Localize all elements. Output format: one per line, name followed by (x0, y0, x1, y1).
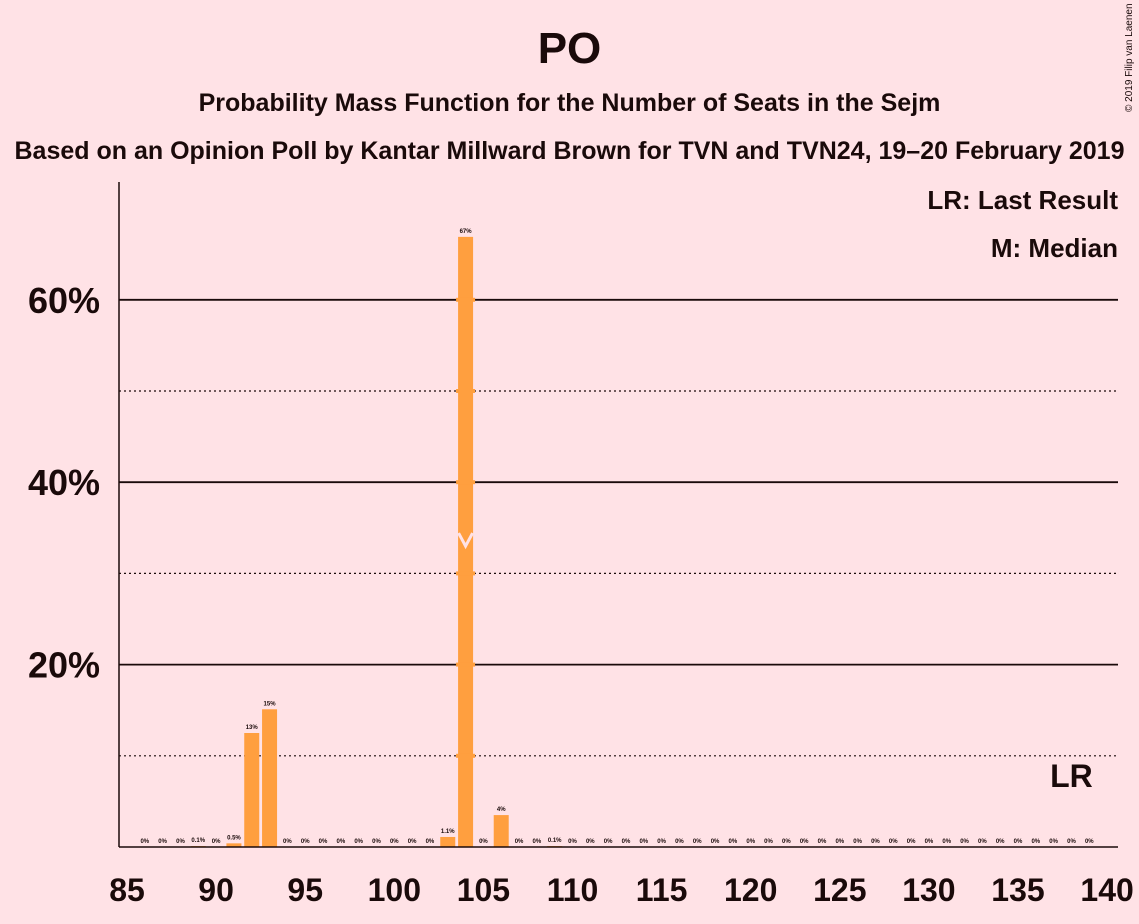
bar-labels: 0% 0% 0% 0.1% 0% 0.5% 13% 15% 0% 0% 0% 0% 0% 0% 0% 0% 0%… (140, 229, 1094, 845)
bar-label: 0% (889, 839, 898, 845)
bar-label: 0% (1067, 839, 1076, 845)
bar-label: 4% (497, 807, 506, 813)
bar-label: 0% (1014, 839, 1023, 845)
bar-label: 0% (354, 839, 363, 845)
x-tick-label: 105 (457, 872, 510, 908)
bar (244, 733, 260, 847)
bar-label: 0% (1049, 839, 1058, 845)
bar-gap-fill (456, 571, 476, 576)
bar-gap-fill (456, 389, 476, 393)
bar-label: 0% (140, 839, 149, 845)
bar-label: 0% (212, 839, 221, 845)
x-tick-label: 90 (198, 872, 234, 908)
bar-label: 0.5% (227, 835, 241, 841)
bar-label: 0% (942, 839, 951, 845)
median-marker (457, 532, 474, 550)
bar-label: 0% (283, 839, 292, 845)
bar-label: 0% (176, 839, 185, 845)
tick-labels: 20% 40% 60% 85 90 95 100 105 110 115 120 125 130 135 1… (28, 280, 1134, 908)
bar-label: 0% (568, 839, 577, 845)
bar (440, 836, 456, 847)
legend: LR: Last Result M: Median (927, 185, 1118, 263)
axes (118, 182, 1118, 848)
x-tick-label: 100 (368, 872, 421, 908)
x-tick-label: 120 (724, 872, 777, 908)
bar (493, 815, 509, 847)
bar-label: 0% (1031, 839, 1040, 845)
bar-label: 0% (515, 839, 524, 845)
bar-label: 0% (978, 839, 987, 845)
bar-label: 0% (390, 839, 399, 845)
bar-label: 0% (800, 839, 809, 845)
bar-label: 13% (246, 725, 259, 731)
bar-label: 0% (925, 839, 934, 845)
bar-label: 0% (372, 839, 381, 845)
bar-label: 0% (853, 839, 862, 845)
bar-label: 0% (158, 839, 167, 845)
bar-label: 0% (782, 839, 791, 845)
bar-label: 0% (871, 839, 880, 845)
x-tick-label: 95 (287, 872, 323, 908)
bar-label: 0% (764, 839, 773, 845)
bar (262, 709, 278, 847)
bar-label: 0% (639, 839, 648, 845)
chart-source: Based on an Opinion Poll by Kantar Millw… (14, 137, 1125, 165)
bar-label: 0% (996, 839, 1005, 845)
bar-gap-fill (456, 480, 476, 485)
bar-label: 0% (657, 839, 666, 845)
gridlines (119, 298, 1118, 757)
legend-last-result: LR: Last Result (927, 185, 1118, 215)
bar-label: 0% (408, 839, 417, 845)
bar-label: 0% (711, 839, 720, 845)
bar-label: 0% (319, 839, 328, 845)
bar-label: 0% (604, 839, 613, 845)
bar-label: 0% (907, 839, 916, 845)
x-tick-label: 140 (1080, 872, 1133, 908)
bar-label: 0.1% (548, 838, 562, 844)
bar-label: 0% (479, 839, 488, 845)
y-tick-label: 60% (28, 280, 100, 321)
bar-label: 0% (426, 839, 435, 845)
x-tick-label: 115 (636, 872, 688, 908)
bars (190, 236, 563, 847)
y-tick-label: 40% (28, 462, 100, 503)
bar-label: 15% (264, 701, 277, 707)
bar-label: 0% (622, 839, 631, 845)
median-layer (456, 297, 476, 758)
bar-label: 0% (533, 839, 542, 845)
bar-label: 0% (337, 839, 346, 845)
x-tick-label: 130 (902, 872, 955, 908)
bar-gap-fill (456, 662, 476, 667)
bar-gap-fill (456, 753, 476, 758)
x-tick-label: 125 (813, 872, 866, 908)
bar-label: 0% (746, 839, 755, 845)
bar-label: 0% (586, 839, 595, 845)
chart-subtitle: Probability Mass Function for the Number… (198, 89, 941, 117)
chart-title: PO (537, 24, 602, 73)
last-result-marker: LR (1050, 758, 1093, 794)
bar (226, 843, 242, 847)
y-tick-label: 20% (28, 645, 100, 686)
x-tick-label: 110 (547, 872, 599, 908)
bar-label: 0% (1085, 839, 1094, 845)
bar-label: 0% (835, 839, 844, 845)
legend-median: M: Median (991, 233, 1118, 263)
bar-label: 67% (460, 229, 473, 235)
bar-label: 0% (675, 839, 684, 845)
bar-label: 0.1% (191, 838, 205, 844)
x-tick-label: 85 (109, 872, 145, 908)
bar-label: 0% (960, 839, 969, 845)
bar-label: 1.1% (441, 829, 455, 835)
bar-label: 0% (818, 839, 827, 845)
bar-label: 0% (301, 839, 310, 845)
x-tick-label: 135 (991, 872, 1044, 908)
bar-label: 0% (693, 839, 702, 845)
bar-label: 0% (729, 839, 738, 845)
bar-gap-fill (456, 297, 476, 302)
